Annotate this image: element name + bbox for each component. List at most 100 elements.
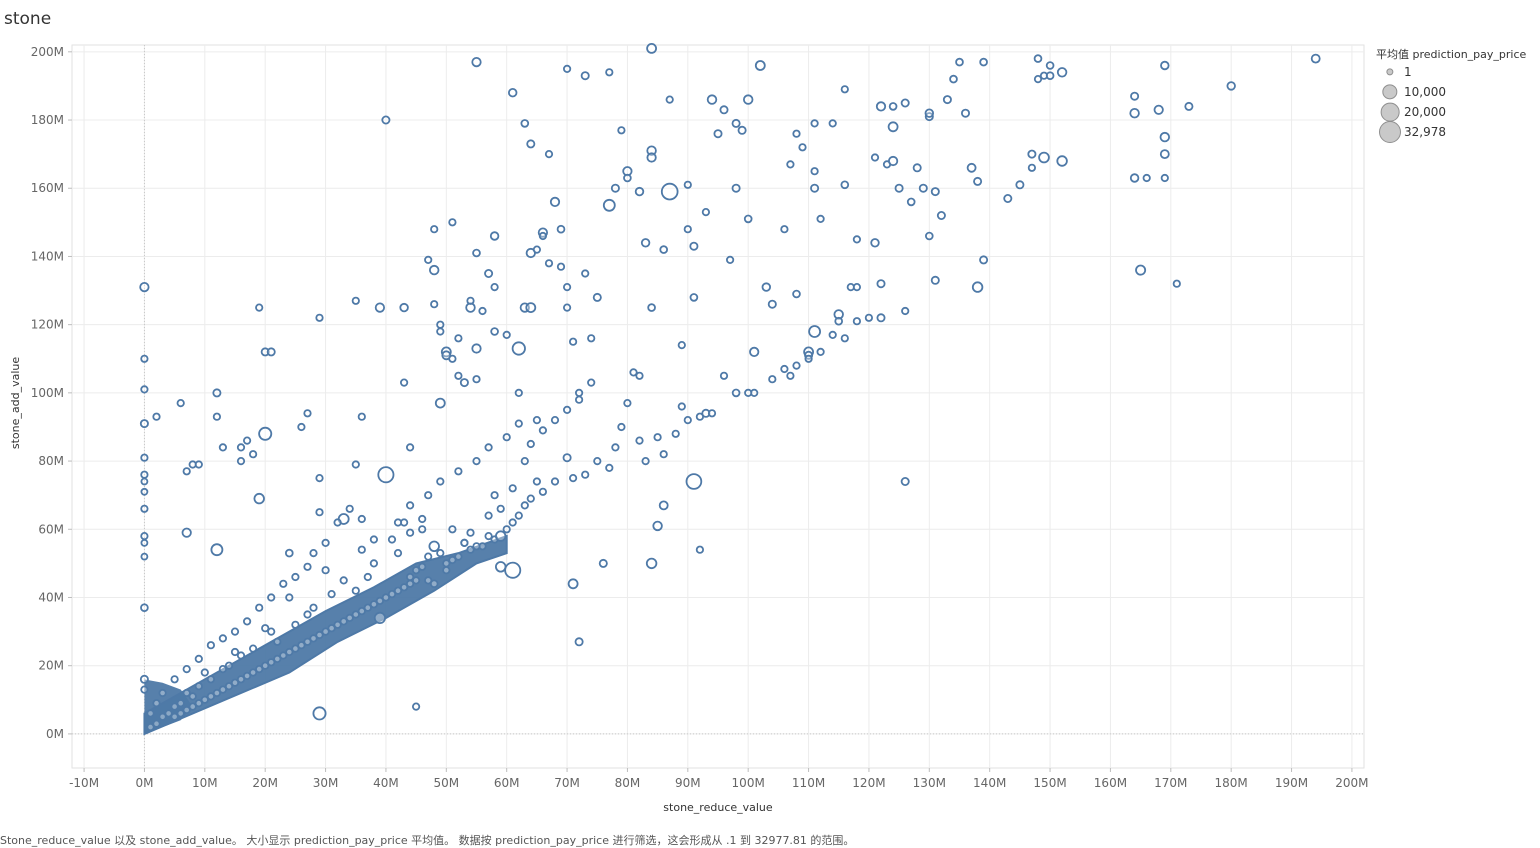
data-point[interactable] <box>312 706 327 721</box>
data-point[interactable] <box>291 620 300 629</box>
data-point[interactable] <box>496 504 505 513</box>
data-point[interactable] <box>665 95 674 104</box>
data-point[interactable] <box>1129 173 1140 183</box>
data-point[interactable] <box>647 303 656 312</box>
data-point[interactable] <box>683 415 692 425</box>
data-point[interactable] <box>810 167 819 176</box>
data-point[interactable] <box>182 688 191 698</box>
data-point[interactable] <box>635 436 644 445</box>
data-point[interactable] <box>587 378 596 387</box>
data-point[interactable] <box>236 443 246 452</box>
data-point[interactable] <box>562 64 572 74</box>
data-point[interactable] <box>876 313 886 323</box>
data-point[interactable] <box>792 129 801 138</box>
data-point[interactable] <box>351 460 360 469</box>
data-point[interactable] <box>514 419 523 428</box>
data-point[interactable] <box>659 245 668 254</box>
data-point[interactable] <box>182 664 191 674</box>
data-point[interactable] <box>1226 81 1236 91</box>
data-point[interactable] <box>140 531 149 541</box>
data-point[interactable] <box>611 443 620 452</box>
data-point[interactable] <box>973 176 983 186</box>
data-point[interactable] <box>448 354 457 363</box>
data-point[interactable] <box>1033 54 1043 63</box>
data-point[interactable] <box>640 238 651 248</box>
data-point[interactable] <box>230 627 240 636</box>
data-point[interactable] <box>188 702 197 711</box>
data-point[interactable] <box>284 548 294 558</box>
data-point[interactable] <box>852 317 862 326</box>
data-point[interactable] <box>888 102 898 111</box>
data-point[interactable] <box>351 586 360 595</box>
data-point[interactable] <box>460 538 469 548</box>
data-point[interactable] <box>623 398 632 408</box>
data-point[interactable] <box>424 552 433 561</box>
data-point[interactable] <box>357 606 366 616</box>
data-point[interactable] <box>900 476 910 486</box>
data-point[interactable] <box>816 347 825 356</box>
data-point[interactable] <box>719 105 729 115</box>
data-point[interactable] <box>875 101 887 112</box>
data-point[interactable] <box>436 320 445 329</box>
data-point[interactable] <box>489 231 500 241</box>
data-point[interactable] <box>1160 173 1169 183</box>
data-point[interactable] <box>454 467 463 476</box>
data-point[interactable] <box>454 334 463 343</box>
data-point[interactable] <box>511 341 526 356</box>
data-point[interactable] <box>357 545 366 554</box>
data-point[interactable] <box>677 340 686 350</box>
data-point[interactable] <box>315 473 324 483</box>
data-point[interactable] <box>567 578 579 590</box>
data-point[interactable] <box>568 473 578 483</box>
data-point[interactable] <box>525 302 537 314</box>
data-point[interactable] <box>840 334 849 343</box>
data-point[interactable] <box>448 218 457 227</box>
data-point[interactable] <box>363 603 372 612</box>
data-point[interactable] <box>646 43 657 54</box>
data-point[interactable] <box>652 520 663 532</box>
data-point[interactable] <box>550 415 560 425</box>
data-point[interactable] <box>393 586 403 595</box>
data-point[interactable] <box>164 709 173 718</box>
data-point[interactable] <box>593 456 602 466</box>
data-point[interactable] <box>1033 75 1043 84</box>
data-point[interactable] <box>526 439 535 449</box>
data-point[interactable] <box>466 296 475 305</box>
data-point[interactable] <box>504 561 522 579</box>
data-point[interactable] <box>671 429 680 438</box>
data-point[interactable] <box>828 330 837 339</box>
data-point[interactable] <box>1184 101 1194 111</box>
data-point[interactable] <box>224 682 234 691</box>
data-point[interactable] <box>176 398 185 408</box>
data-point[interactable] <box>212 388 222 398</box>
data-point[interactable] <box>484 443 493 452</box>
data-point[interactable] <box>810 183 820 193</box>
data-point[interactable] <box>556 262 566 271</box>
data-point[interactable] <box>870 238 880 248</box>
data-point[interactable] <box>377 466 395 484</box>
data-point[interactable] <box>520 501 529 510</box>
data-point[interactable] <box>393 518 403 527</box>
data-point[interactable] <box>942 95 952 105</box>
data-point[interactable] <box>436 477 445 486</box>
data-point[interactable] <box>267 658 276 667</box>
data-point[interactable] <box>170 675 179 684</box>
data-point[interactable] <box>369 600 378 609</box>
data-point[interactable] <box>598 558 608 568</box>
data-point[interactable] <box>297 641 306 650</box>
data-point[interactable] <box>285 647 294 657</box>
data-point[interactable] <box>140 603 149 612</box>
data-point[interactable] <box>659 450 668 459</box>
data-point[interactable] <box>236 675 246 684</box>
data-point[interactable] <box>218 634 227 643</box>
data-point[interactable] <box>602 198 616 212</box>
data-point[interactable] <box>526 494 535 503</box>
data-point[interactable] <box>852 282 862 292</box>
data-point[interactable] <box>188 692 197 701</box>
data-point[interactable] <box>448 555 457 565</box>
data-point[interactable] <box>152 719 161 728</box>
data-point[interactable] <box>418 525 427 534</box>
data-point[interactable] <box>140 470 149 479</box>
data-point[interactable] <box>472 456 481 466</box>
data-point[interactable] <box>375 596 384 606</box>
